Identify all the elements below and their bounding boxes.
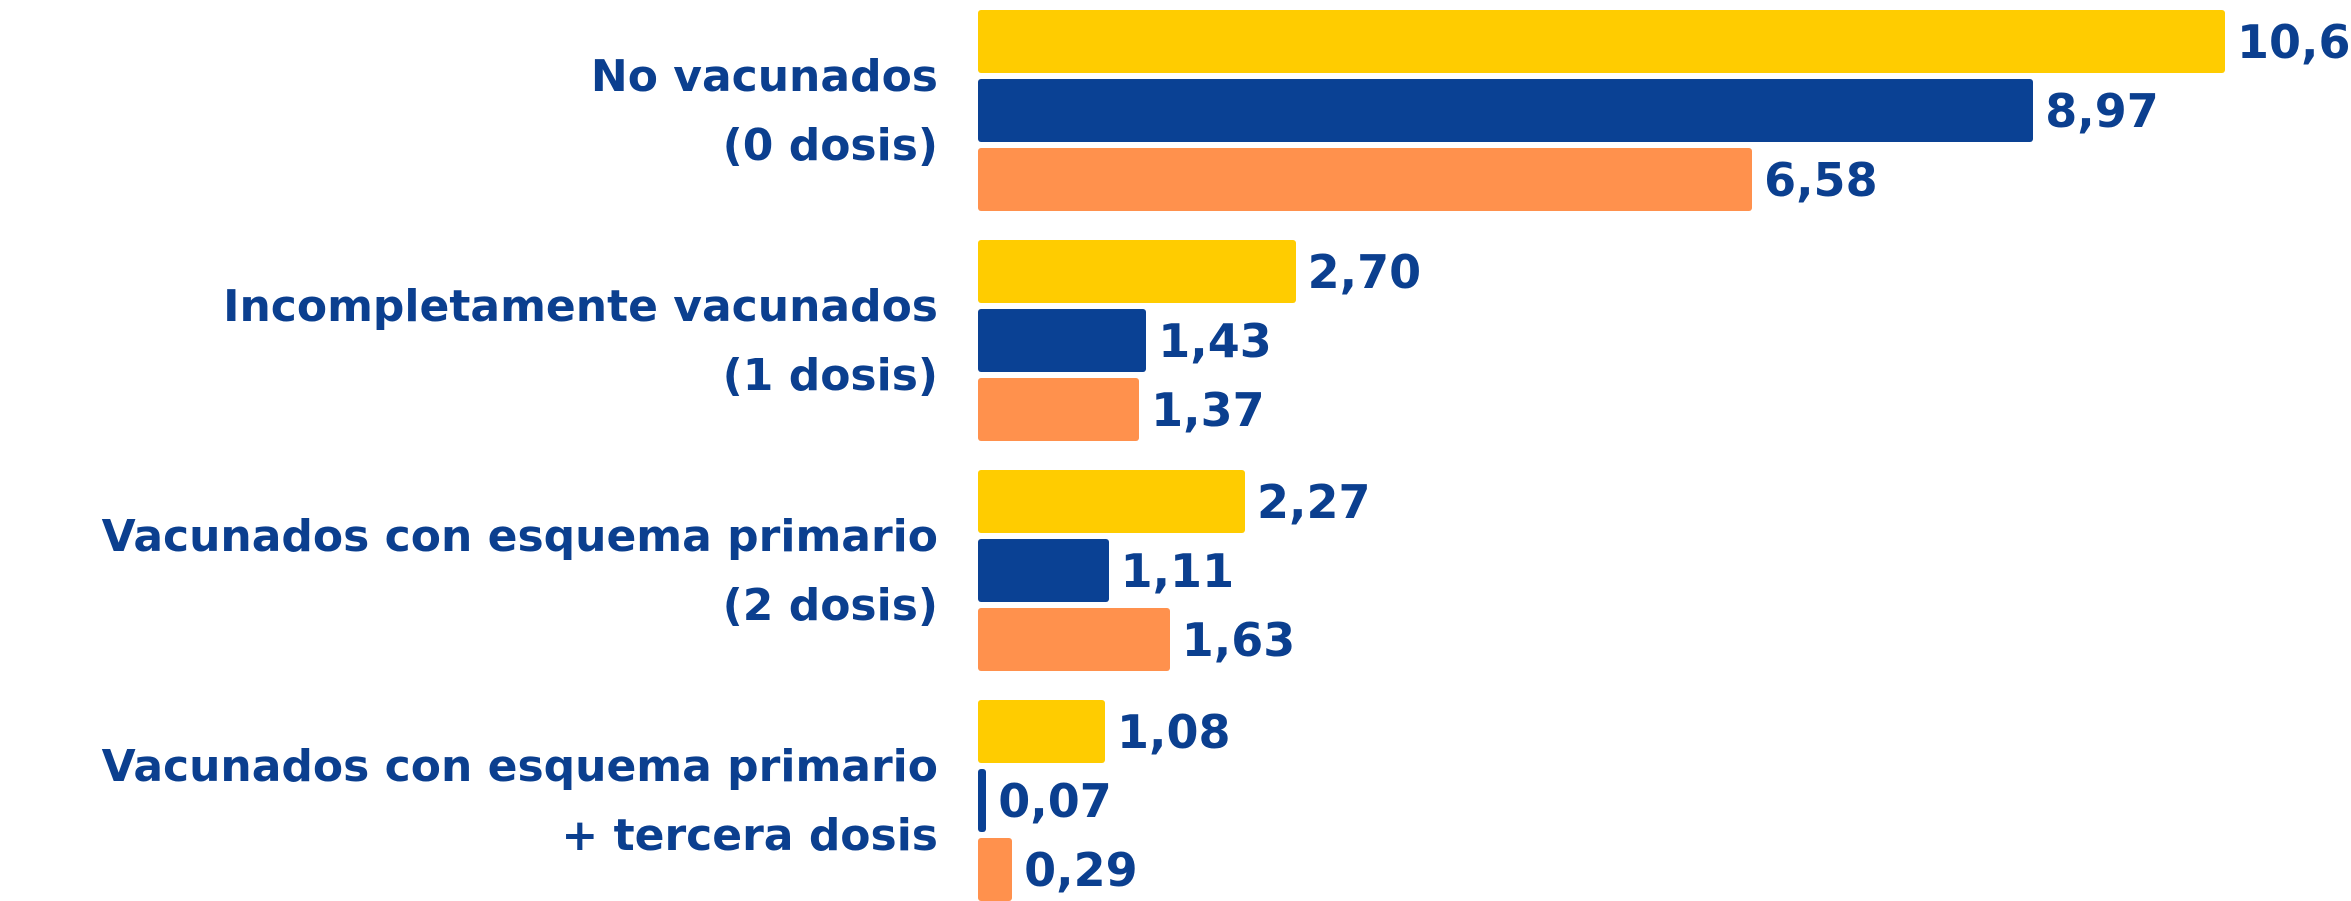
bar <box>978 838 1013 901</box>
value-label: 2,27 <box>1257 474 1371 529</box>
bar <box>978 608 1170 671</box>
bar <box>978 378 1140 441</box>
value-label: 1,08 <box>1117 704 1231 759</box>
category-label: Incompletamente vacunados (1 dosis) <box>223 280 938 401</box>
value-label: 0,29 <box>1024 842 1138 897</box>
value-label: 1,37 <box>1151 382 1265 437</box>
value-label: 1,63 <box>1181 612 1296 667</box>
bar <box>978 148 1753 211</box>
bar <box>978 470 1246 533</box>
value-label: 0,07 <box>998 773 1112 828</box>
bar <box>978 79 2034 142</box>
bar <box>978 240 1296 303</box>
bar <box>978 309 1147 372</box>
value-label: 8,97 <box>2045 83 2159 138</box>
bar <box>978 700 1106 763</box>
category-label: Vacunados con esquema primario + tercera… <box>101 740 938 861</box>
value-label: 1,43 <box>1158 313 1272 368</box>
bar <box>978 539 1109 602</box>
category-label: No vacunados (0 dosis) <box>590 50 938 171</box>
value-label: 10,6 <box>2237 14 2351 69</box>
value-label: 2,70 <box>1307 244 1422 299</box>
bar <box>978 769 987 832</box>
category-label: Vacunados con esquema primario (2 dosis) <box>101 510 938 631</box>
value-label: 1,11 <box>1120 543 1235 598</box>
value-label: 6,58 <box>1764 152 1878 207</box>
bar <box>978 10 2225 73</box>
